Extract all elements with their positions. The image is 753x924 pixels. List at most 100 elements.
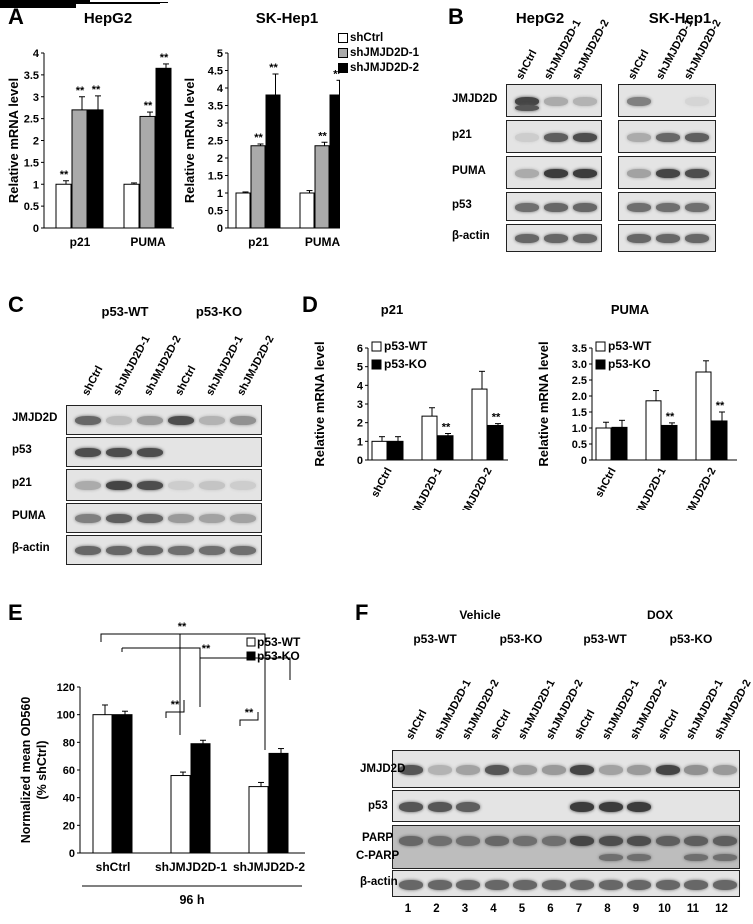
y-tick-label: 0 (357, 455, 363, 467)
blot-strip (66, 405, 262, 435)
protein-band (712, 836, 737, 846)
protein-band (598, 802, 623, 812)
bar (437, 435, 454, 461)
blot-row-label: β-actin (360, 876, 398, 888)
protein-band (399, 802, 423, 812)
y-tick-label: 60 (63, 765, 75, 777)
group-label: p53-KO (669, 632, 713, 646)
significance-mark: ** (254, 132, 263, 144)
lane-number: 6 (547, 903, 554, 915)
blot-c: p53-WT p53-KO shCtrl shJMJD2D-1 shJMJD2D-2 sh… (0, 0, 753, 565)
protein-band (230, 546, 256, 555)
lane-label: shCtrl (514, 47, 540, 82)
x-tick-label: shJMJD2D-2 (453, 466, 495, 510)
protein-band (427, 879, 452, 890)
group-label: p53-WT (101, 304, 149, 319)
legend-swatch (371, 359, 382, 370)
y-tick-label: 1.0 (572, 423, 587, 435)
y-tick-label: 0.5 (572, 439, 587, 451)
y-tick-label: 0 (217, 223, 223, 235)
panel-label-d: D (302, 292, 318, 317)
protein-band (544, 168, 568, 178)
chart-a1-title: HepG2 (83, 10, 133, 27)
protein-band (570, 802, 594, 812)
bar (645, 400, 662, 461)
treatment-underline (0, 2, 168, 3)
y-tick-label: 0 (69, 848, 75, 860)
blot-strip (506, 156, 602, 189)
x-tick-label: PUMA (305, 235, 340, 249)
lane-number: 8 (604, 903, 611, 915)
y-tick-label: 3 (217, 118, 223, 130)
group-underline (0, 6, 76, 7)
bar (371, 440, 388, 461)
protein-band (598, 836, 623, 846)
protein-band (230, 416, 256, 425)
protein-band (685, 168, 709, 178)
bar (329, 94, 340, 229)
y-tick-label: 40 (63, 793, 75, 805)
y-tick-label: 2.5 (24, 114, 39, 126)
protein-band (627, 168, 651, 178)
protein-band (137, 514, 163, 523)
protein-band (513, 765, 537, 775)
bar (92, 714, 113, 854)
blot-row-label: PARP (362, 832, 394, 844)
panel-label-c: C (8, 292, 24, 317)
legend-swatch-white (338, 32, 348, 43)
protein-band (427, 765, 452, 775)
protein-band (685, 96, 709, 106)
protein-band (456, 836, 480, 846)
chart-e-svg: 0 20 40 60 80 100 120 shCtrl shJMJD2D-1 shJMJD2D-… (19, 621, 305, 907)
blot-strip (66, 503, 262, 533)
protein-band (627, 96, 651, 106)
protein-band (573, 96, 597, 106)
protein-band (655, 836, 680, 846)
x-tick-label: shCtrl (593, 466, 619, 500)
y-tick-label: 2.5 (572, 375, 587, 387)
group-label: p53-KO (195, 304, 243, 319)
protein-band (75, 514, 101, 523)
lane-label: shCtrl (404, 707, 430, 742)
protein-band (684, 854, 708, 861)
protein-band (544, 202, 568, 212)
protein-band (199, 546, 225, 555)
legend-label: p53-WT (257, 635, 301, 649)
chart-d1-title: p21 (380, 302, 404, 317)
protein-band (75, 481, 101, 490)
y-tick-label: 3.0 (572, 359, 587, 371)
lane-number: 11 (686, 903, 700, 915)
protein-band (513, 879, 537, 890)
protein-band (627, 234, 651, 243)
blot-strip (66, 469, 262, 501)
y-axis-label: (% shCtrl) (35, 740, 49, 799)
legend-swatch (246, 651, 256, 661)
y-tick-label: 2 (217, 153, 223, 165)
y-tick-label: 0 (581, 455, 587, 467)
y-axis-label: Normalized mean OD560 (19, 697, 33, 844)
legend-a: shCtrl shJMJD2D-1 shJMJD2D-2 (338, 31, 419, 76)
significance-mark: ** (318, 130, 327, 142)
protein-band (515, 96, 539, 106)
y-axis-label: Relative mRNA level (536, 341, 551, 466)
protein-band (570, 765, 594, 775)
bar (248, 786, 269, 854)
blot-strip (506, 84, 602, 117)
protein-band (712, 879, 737, 890)
bar (235, 192, 251, 229)
legend-label: p53-KO (608, 357, 651, 371)
significance-mark: ** (442, 421, 451, 433)
protein-band (399, 836, 423, 846)
y-tick-label: 2.5 (208, 136, 223, 148)
significance-bracket (239, 712, 259, 726)
y-tick-label: 100 (57, 710, 75, 722)
protein-band (573, 202, 597, 212)
blot-strip (618, 156, 716, 189)
significance-mark: ** (333, 68, 340, 80)
protein-band (570, 879, 594, 890)
protein-band (456, 765, 480, 775)
y-tick-label: 4.5 (208, 66, 223, 78)
y-axis-label: Relative mRNA level (312, 341, 327, 466)
protein-band (137, 546, 163, 555)
protein-band (685, 202, 709, 212)
